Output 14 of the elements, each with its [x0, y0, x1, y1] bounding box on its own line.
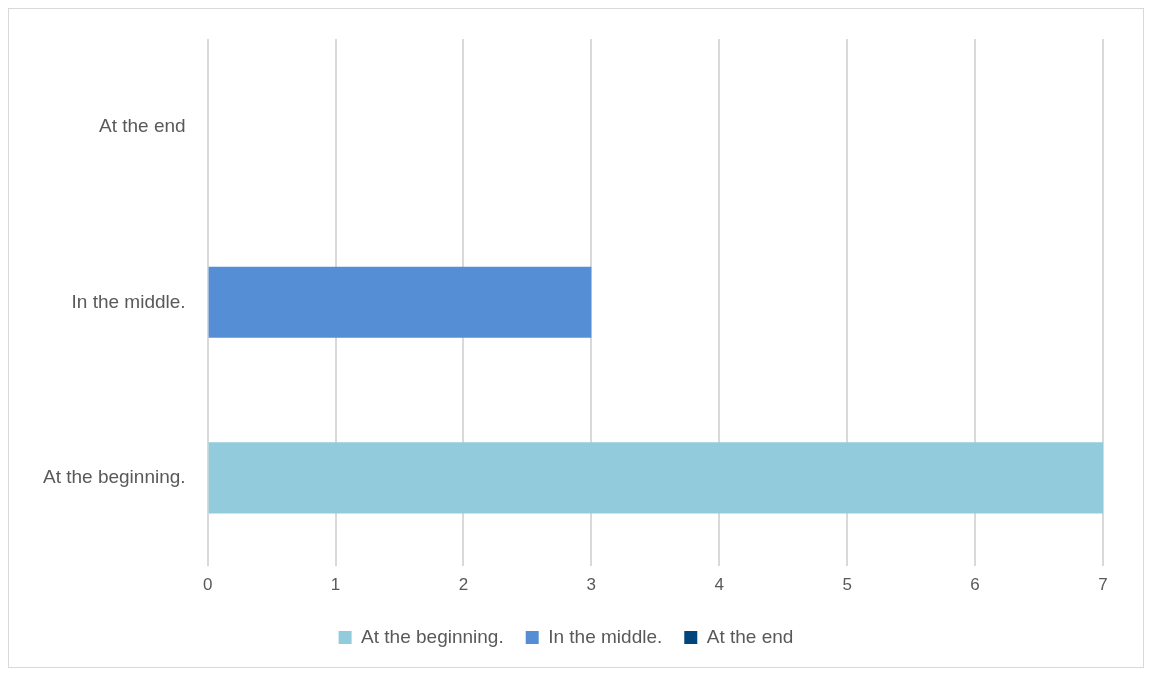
y-tick-label: At the end [98, 115, 186, 136]
x-tick-label: 6 [970, 575, 980, 595]
legend-label: At the end [706, 625, 794, 647]
legend-label: In the middle. [548, 625, 663, 647]
y-tick-label: At the beginning. [42, 466, 186, 488]
x-tick-label: 7 [1098, 575, 1108, 595]
x-tick-label: 4 [714, 575, 724, 595]
x-tick-label: 3 [586, 575, 597, 595]
x-tick-label: 2 [458, 575, 469, 595]
x-tick-label: 5 [842, 575, 852, 595]
y-tick-label: In the middle. [71, 290, 186, 312]
x-tick-label: 1 [330, 575, 341, 595]
legend-label: At the beginning. [361, 625, 504, 647]
x-tick-label: 0 [202, 575, 213, 595]
